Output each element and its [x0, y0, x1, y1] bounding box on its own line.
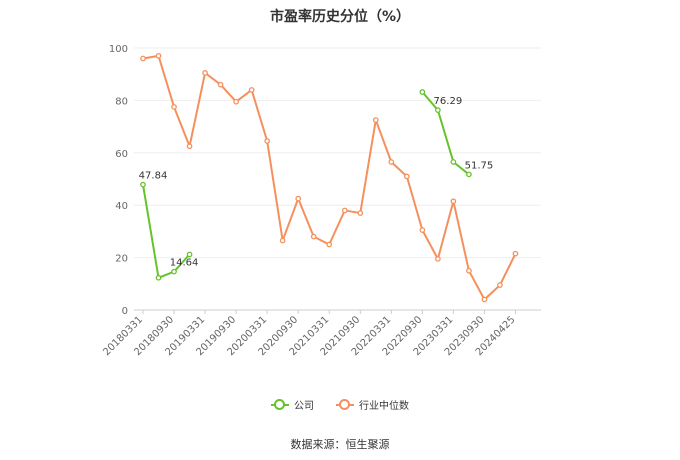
- y-tick-label: 20: [115, 254, 128, 265]
- data-point-company: [171, 268, 177, 275]
- data-point-company: [466, 171, 472, 178]
- chart-legend: 公司 行业中位数: [0, 397, 680, 412]
- data-point-industry-median: [497, 282, 503, 288]
- data-point-industry-median: [357, 210, 364, 216]
- data-point-industry-median: [217, 81, 224, 88]
- data-label: 47.84: [139, 171, 168, 182]
- data-point-industry-median: [295, 195, 302, 202]
- data-point-industry-median: [202, 70, 208, 76]
- legend-item-industry-median[interactable]: 行业中位数: [336, 397, 409, 412]
- data-point-industry-median: [140, 55, 146, 62]
- data-source-note: 数据来源：恒生聚源: [290, 438, 390, 451]
- data-point-industry-median: [155, 53, 162, 59]
- data-point-industry-median: [233, 98, 239, 105]
- data-point-company: [450, 159, 457, 165]
- data-point-industry-median: [171, 104, 177, 110]
- data-point-company: [155, 274, 162, 281]
- data-point-industry-median: [435, 256, 441, 262]
- y-tick-label: 60: [115, 149, 128, 160]
- data-point-industry-median: [248, 87, 255, 93]
- data-point-industry-median: [512, 250, 519, 257]
- data-point-industry-median: [403, 173, 410, 180]
- data-point-industry-median: [419, 227, 426, 233]
- series-line-company: [421, 91, 470, 176]
- data-point-company: [419, 89, 426, 95]
- data-point-industry-median: [326, 241, 333, 248]
- data-point-industry-median: [279, 237, 286, 244]
- legend-swatch-company: [271, 398, 289, 410]
- data-point-company: [435, 107, 441, 113]
- data-point-industry-median: [264, 138, 271, 144]
- data-point-industry-median: [341, 207, 348, 214]
- data-point-industry-median: [450, 198, 457, 205]
- data-label: 76.29: [434, 96, 463, 107]
- data-point-industry-median: [481, 296, 488, 303]
- data-label: 51.75: [465, 160, 494, 171]
- series-line-industry-median: [142, 54, 517, 301]
- data-point-industry-median: [186, 143, 193, 150]
- data-point-company: [140, 181, 146, 188]
- data-point-industry-median: [372, 117, 379, 123]
- data-label: 14.64: [170, 258, 199, 269]
- legend-item-company[interactable]: 公司: [271, 397, 314, 412]
- data-point-industry-median: [466, 267, 472, 274]
- y-tick-label: 100: [109, 44, 128, 55]
- y-tick-label: 40: [115, 201, 128, 212]
- y-tick-label: 0: [122, 306, 128, 317]
- data-point-company: [186, 251, 193, 258]
- legend-label-company: 公司: [294, 401, 314, 412]
- data-point-industry-median: [310, 233, 317, 240]
- series-line-company: [142, 184, 191, 279]
- y-tick-label: 80: [115, 96, 128, 107]
- data-point-industry-median: [388, 159, 395, 165]
- legend-label-industry-median: 行业中位数: [359, 401, 409, 412]
- chart-title: 市盈率历史分位（%）: [269, 9, 411, 25]
- legend-swatch-industry-median: [336, 398, 354, 410]
